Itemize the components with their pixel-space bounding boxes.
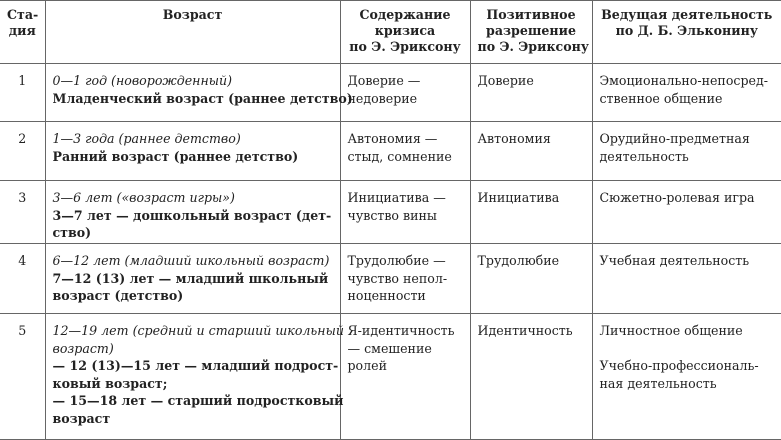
- cell-line: возраст (детство): [52, 288, 184, 303]
- stage-cell: 3: [0, 180, 46, 244]
- cell-line: ролей: [347, 358, 388, 373]
- cell-line: чувство непол-: [347, 270, 448, 286]
- positive-cell: Автономия: [469, 121, 593, 181]
- cell-line: Автономия: [477, 131, 551, 146]
- header-stage: Ста-дия: [0, 0, 46, 64]
- header-line: разрешение: [486, 23, 576, 38]
- cell-line: деятельность: [599, 148, 689, 164]
- header-line: по Э. Эриксону: [477, 39, 589, 54]
- cell-line: 6—12 лет (младший школьный возраст): [52, 253, 330, 268]
- cell-line: ство): [52, 225, 92, 240]
- cell-line: [600, 340, 775, 358]
- age-cell: 12—19 лет (средний и старший школьный воз…: [44, 313, 344, 440]
- positive-cell: Инициатива: [469, 180, 593, 244]
- header-activity: Ведущая деятельность по Д. Б. Эльконину: [591, 0, 781, 64]
- cell-line: Инициатива: [477, 190, 560, 205]
- cell-line: ственное общение: [599, 90, 723, 106]
- table-row: 3 3—6 лет («возраст игры») 3—7 лет — дошко…: [0, 180, 781, 244]
- cell-line: Младенческий возраст (раннее детство): [52, 90, 353, 106]
- stage-cell: 1: [0, 63, 46, 122]
- positive-cell: Доверие: [469, 63, 593, 122]
- cell-line: 3—7 лет — дошкольный возраст (дет-: [52, 207, 332, 223]
- header-positive: Позитивное разрешение по Э. Эриксону: [469, 0, 593, 64]
- cell-line: возраст: [52, 410, 111, 426]
- header-line: по Д. Б. Эльконину: [615, 23, 758, 38]
- header-line: Ведущая деятельность: [601, 7, 773, 22]
- age-cell: 1—3 года (раннее детство) Ранний возраст …: [44, 121, 341, 181]
- cell-line: Личностное общение: [599, 323, 743, 338]
- header-crisis: Содержание кризиса по Э. Эриксону: [339, 0, 471, 64]
- cell-line: — смешение: [347, 340, 432, 356]
- cell-line: Ранний возраст (раннее детство): [52, 148, 299, 164]
- header-line: дия: [8, 23, 36, 38]
- cell-line: ноценности: [347, 288, 426, 303]
- cell-line: Сюжетно-ролевая игра: [599, 190, 755, 205]
- header-line: кризиса: [374, 23, 436, 38]
- cell-line: 0—1 год (новорожденный): [52, 73, 233, 88]
- header-line: Содержание: [359, 7, 451, 22]
- crisis-cell: Автономия — стыд, сомнение: [339, 121, 471, 181]
- cell-line: Учебная деятельность: [599, 253, 750, 268]
- cell-line: ковый возраст;: [52, 375, 168, 391]
- cell-line: — 15—18 лет — старший подростковый: [52, 393, 344, 408]
- cell-line: Доверие: [477, 73, 534, 88]
- cell-line: Эмоционально-непосред-: [599, 73, 768, 88]
- crisis-cell: Доверие — недоверие: [339, 63, 471, 122]
- cell-line: 12—19 лет (средний и старший школьный: [52, 323, 344, 338]
- activity-cell: Учебная деятельность: [591, 243, 781, 314]
- positive-cell: Трудолюбие: [469, 243, 593, 314]
- crisis-cell: Трудолюбие — чувство непол-ноценности: [339, 243, 471, 314]
- crisis-cell: Я-идентичность — смешение ролей: [339, 313, 471, 440]
- header-age: Возраст: [44, 0, 341, 64]
- cell-line: Автономия —: [347, 131, 438, 146]
- crisis-cell: Инициатива — чувство вины: [339, 180, 471, 244]
- activity-cell: Личностное общение Учебно-профессиональ-…: [591, 313, 781, 440]
- table-row: 4 6—12 лет (младший школьный возраст) 7—12…: [0, 243, 781, 314]
- cell-line: Орудийно-предметная: [599, 131, 750, 146]
- age-cell: 6—12 лет (младший школьный возраст) 7—12 …: [44, 243, 341, 314]
- cell-line: возраст): [52, 340, 114, 356]
- header-line: Возраст: [162, 7, 223, 22]
- table-row: 2 1—3 года (раннее детство) Ранний возраст…: [0, 121, 781, 181]
- cell-line: Учебно-профессиональ-: [599, 358, 759, 373]
- cell-line: недоверие: [347, 90, 418, 106]
- cell-line: 1—3 года (раннее детство): [52, 131, 241, 146]
- cell-line: Я-идентичность: [347, 323, 455, 338]
- cell-line: — 12 (13)—15 лет — младший подрост-: [52, 358, 339, 373]
- activity-cell: Сюжетно-ролевая игра: [591, 180, 781, 244]
- table-row: 1 0—1 год (новорожденный) Младенческий воз…: [0, 63, 781, 122]
- stage-cell: 4: [0, 243, 46, 314]
- positive-cell: Идентичность: [469, 313, 593, 440]
- cell-line: Идентичность: [477, 323, 573, 338]
- cell-line: 7—12 (13) лет — младший школьный: [52, 270, 329, 286]
- cell-line: ная деятельность: [599, 375, 717, 391]
- stage-cell: 2: [0, 121, 46, 181]
- cell-line: Доверие —: [347, 73, 421, 88]
- table-row: 5 12—19 лет (средний и старший школьный во…: [0, 313, 781, 440]
- cell-line: Инициатива —: [347, 190, 446, 205]
- activity-cell: Орудийно-предметная деятельность: [591, 121, 781, 181]
- cell-line: чувство вины: [347, 207, 437, 223]
- cell-line: Трудолюбие —: [347, 253, 446, 268]
- header-line: Ста-: [7, 7, 39, 22]
- cell-line: стыд, сомнение: [347, 148, 452, 164]
- cell-line: Трудолюбие: [477, 253, 560, 268]
- age-cell: 0—1 год (новорожденный) Младенческий возр…: [44, 63, 353, 122]
- stage-cell: 5: [0, 313, 46, 440]
- header-line: по Э. Эриксону: [349, 39, 461, 54]
- header-line: Позитивное: [486, 7, 576, 22]
- age-cell: 3—6 лет («возраст игры») 3—7 лет — дошкол…: [44, 180, 341, 244]
- activity-cell: Эмоционально-непосред-ственное общение: [591, 63, 781, 122]
- cell-line: 3—6 лет («возраст игры»): [52, 190, 235, 205]
- header-row: Ста-дия Возраст Содержание кризиса по Э. Э…: [0, 0, 781, 64]
